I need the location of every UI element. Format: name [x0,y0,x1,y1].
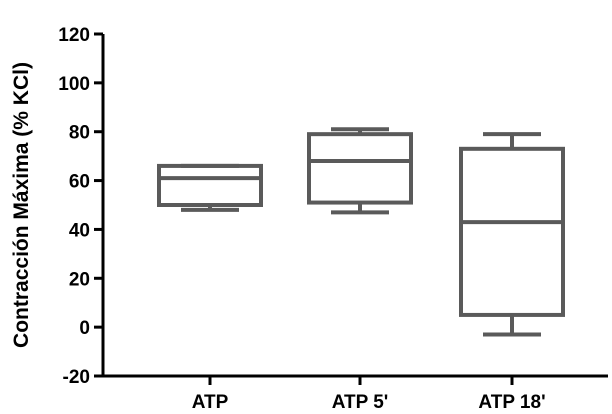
x-tick-label: ATP [192,392,229,413]
y-tick-label: 40 [69,220,90,241]
y-tick-label: 60 [69,172,90,193]
boxes [157,127,565,337]
y-tick-label: 20 [69,269,90,290]
y-tick-label: 120 [58,25,90,46]
y-tick-label: 80 [69,123,90,144]
box-rect [307,132,413,205]
y-axis: -20 0 20 40 60 80 100 120 [58,25,105,388]
y-tick-label: 100 [58,74,90,95]
y-tick-label: -20 [63,367,90,388]
box-3 [459,132,565,337]
y-tick-label: 0 [79,318,90,339]
x-tick-label: ATP 18' [478,392,545,413]
box-2 [307,127,413,215]
x-axis: ATP ATP 5' ATP 18' [103,374,608,413]
box-rect [459,146,565,317]
y-axis-label: Contracción Máxima (% KCl) [10,62,33,348]
box-rect [157,163,263,208]
box-1 [157,163,263,212]
x-tick-label: ATP 5' [332,392,389,413]
